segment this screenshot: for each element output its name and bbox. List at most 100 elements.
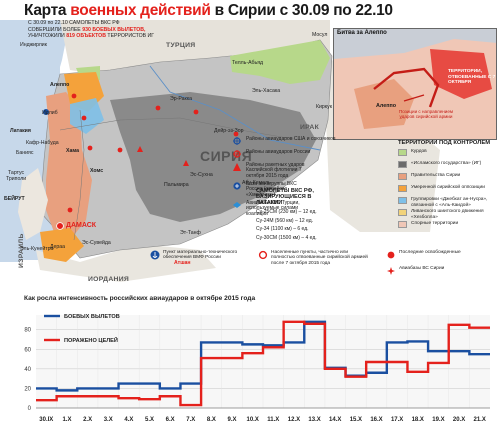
- page-title: Карта военных действий в Сирии с 30.09 п…: [24, 2, 393, 20]
- chart-axis: 0 20 40 60 80 30.IX 1.X 2.X 3.X 4.X 5.X 6.X 7.X 8.X 9.…: [24, 328, 490, 423]
- aircraft-title: САМОЛЕТЫ ВКС РФ, БАЗИРУЮЩИЕСЯ В ЛАТАКИИ: [256, 188, 314, 206]
- intro-line-2: СОВЕРШИЛИ БОЛЕЕ 930 БОЕВЫХ ВЫЛЕТОВ,: [28, 27, 178, 34]
- territory-label: Курдов: [411, 149, 427, 155]
- lebanon-land: [18, 168, 48, 240]
- aleppo-inset: Битва за Алеппо Алеппо Позиции с направл…: [333, 28, 497, 140]
- intro-line-3-suffix: ТЕРРОРИСТОВ ИГ: [107, 33, 155, 40]
- title-accent: военных действий: [70, 2, 211, 19]
- inset-frontline: [373, 67, 440, 108]
- title-prefix: Карта: [24, 2, 67, 19]
- main-road: [59, 117, 301, 141]
- aircraft-row: Су-30СМ (1500 км) – 4 ед.: [256, 234, 317, 241]
- territory-row: «Исламского государства» (ИГ): [398, 161, 498, 172]
- chart-ytick-label: 40: [24, 367, 31, 373]
- legend-row: Районы авиаударов США и союзников: [232, 136, 402, 150]
- legend-row: База авиагруппы ВКС России (авиабаза «Хм…: [232, 181, 402, 201]
- caspian-missile-icon: [233, 163, 241, 171]
- territory-label: Группировки «Джебхат ан-Нусра», связанно…: [411, 197, 488, 208]
- chart-legend-label: ПОРАЖЕНО ЦЕЛЕЙ: [64, 336, 118, 344]
- territory-row: Спорные территории: [398, 221, 498, 232]
- chart-xtick-label: 8.X: [207, 417, 216, 423]
- legend-strikes: Районы авиаударов США и союзников Районы…: [232, 136, 402, 220]
- aircraft-row: Су-34 (1100 км) – 6 ед.: [256, 226, 309, 233]
- label-raqqa: Эр-Ракка: [170, 96, 193, 102]
- aleppo-inset-map: [334, 29, 496, 139]
- us-airbase-icon: [233, 202, 241, 208]
- legend-label: Авиабазы ВВС Турции, используемые силами…: [246, 200, 300, 217]
- territory-legend: ТЕРРИТОРИИ ПОД КОНТРОЛЕМ Курдов «Исламск…: [398, 140, 498, 233]
- label-kuneitra: Эль-Кунейтра: [20, 246, 54, 252]
- aircraft-row: Су-25СМ (230 км) – 12 ед.: [256, 209, 317, 215]
- label-iraq: ИРАК: [300, 124, 320, 131]
- chart-xtick-label: 12.X: [288, 417, 300, 423]
- label-homs: Хомс: [90, 168, 104, 174]
- turkey-land: [60, 20, 330, 74]
- label-latakia: Латакия: [10, 128, 31, 134]
- chart-legend-label: БОЕВЫХ ВЫЛЕТОВ: [64, 314, 120, 320]
- khmeimim-airbase-marker: [43, 109, 49, 115]
- label-hama: Хама: [66, 148, 79, 154]
- swatch-disputed: [398, 221, 407, 229]
- label-beirut: БЕЙРУТ: [4, 196, 25, 202]
- label-banias: Банияс: [16, 150, 34, 156]
- intro-line-2-highlight: 930 БОЕВЫХ ВЫЛЕТОВ,: [82, 26, 146, 33]
- legend-label: Районы ракетных ударов Каспийской флотил…: [246, 162, 305, 179]
- road-south: [73, 109, 85, 241]
- territory-row: Ливанского шиитского движения «Хезболла»: [398, 209, 498, 220]
- chart-xtick-label: 11.X: [267, 417, 279, 423]
- euphrates-river: [149, 65, 321, 151]
- inset-city-label: Алеппо: [376, 103, 397, 109]
- chart-xtick-label: 21.X: [474, 417, 486, 423]
- chart-xtick-label: 20.X: [453, 417, 465, 423]
- damascus-marker: [56, 222, 64, 230]
- label-mosul: Мосул: [312, 32, 328, 38]
- legend-label: База авиагруппы ВКС России (авиабаза «Хм…: [246, 181, 297, 198]
- intro-text: С 30.09 по 22.10 САМОЛЕТЫ ВКС РФ СОВЕРШИ…: [28, 20, 178, 40]
- label-tartus: Тартус: [8, 170, 25, 176]
- opposition-territory-south: [40, 228, 84, 262]
- chart-xtick-label: 1.X: [62, 417, 71, 423]
- swatch-isis: [398, 161, 407, 169]
- label-hasakah: Эль-Хасака: [252, 88, 281, 94]
- label-kirkuk: Киркук: [316, 104, 332, 110]
- caspian-strike-markers: [137, 146, 189, 166]
- territory-row: Умеренной сирийской оппозиции: [398, 185, 498, 196]
- label-deir-ez-zor: Дейр-эз-Зор: [214, 128, 244, 134]
- label-atshan: Атшан: [174, 260, 191, 266]
- territory-label: Спорные территории: [411, 221, 459, 227]
- chart-xtick-label: 5.X: [145, 417, 154, 423]
- intro-line-3-highlight: 819 ОБЪЕКТОВ: [66, 33, 106, 40]
- inset-note-territory: ТЕРРИТОРИИ, ОТВОЕВАННЫЕ С 7 ОКТЯБРЯ: [448, 69, 496, 86]
- legend-retaken: Населенные пункты, частично или полность…: [258, 250, 368, 266]
- label-suwayda: Эс-Сувейда: [82, 240, 111, 246]
- anchor-icon: [150, 250, 160, 260]
- russian-airbase-icon: [233, 182, 241, 190]
- legend-row: Авиабазы ВВС Турции, используемые силами…: [232, 200, 402, 220]
- legend-label: Последние освобожденные: [399, 250, 461, 255]
- chart-series-line: [36, 320, 490, 407]
- swatch-nusra: [398, 197, 407, 205]
- territory-label: Ливанского шиитского движения «Хезболла»: [411, 209, 484, 220]
- label-kafr-nabuda: Кафр-Набуда: [26, 140, 59, 146]
- coast: [0, 20, 70, 262]
- legend-label: Населенные пункты, частично или полность…: [271, 250, 368, 266]
- chart-xtick-label: 19.X: [432, 417, 444, 423]
- territory-label: «Исламского государства» (ИГ): [411, 161, 482, 167]
- syria-map: [0, 20, 440, 282]
- swatch-government: [398, 173, 407, 181]
- legend-label: Авиабазы ВС Сирии: [399, 266, 445, 271]
- label-idlib: Идлиб: [42, 110, 58, 116]
- aircraft-box: САМОЛЕТЫ ВКС РФ, БАЗИРУЮЩИЕСЯ В ЛАТАКИИ …: [256, 188, 336, 242]
- legend-syria-airbase: Авиабазы ВС Сирии: [386, 266, 466, 276]
- chart-xtick-label: 15.X: [350, 417, 362, 423]
- legend-recent: Последние освобожденные: [386, 250, 466, 260]
- territory-heading: ТЕРРИТОРИИ ПОД КОНТРОЛЕМ: [398, 140, 491, 146]
- label-turkey: ТУРЦИЯ: [166, 42, 196, 49]
- russian-airstrike-icon: [233, 150, 241, 158]
- inset-city-zone: [354, 79, 414, 129]
- chart-xtick-label: 3.X: [104, 417, 113, 423]
- label-dera: Дераа: [50, 244, 66, 250]
- legend-label: Районы авиаударов США и союзников: [246, 136, 336, 142]
- chart-xtick-label: 7.X: [186, 417, 195, 423]
- chart-xtick-label: 4.X: [124, 417, 133, 423]
